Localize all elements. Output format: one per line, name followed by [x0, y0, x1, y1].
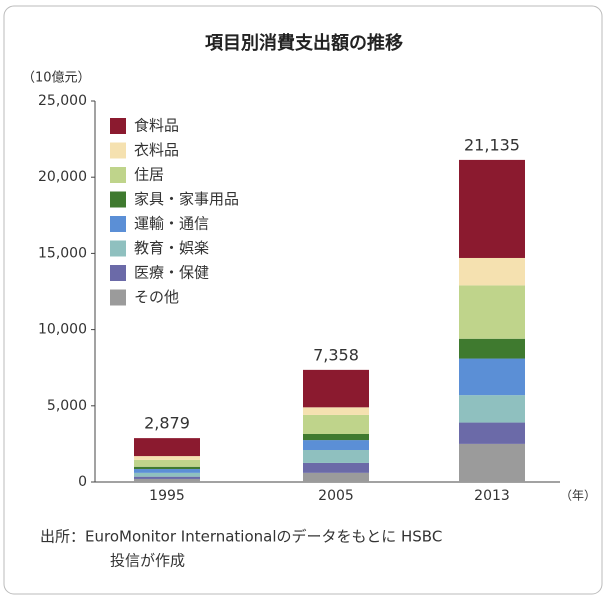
- bar-segment: [303, 369, 369, 408]
- y-unit: （10億元）: [22, 70, 91, 86]
- y-tick-label: 0: [78, 474, 87, 490]
- x-tick-label: 2005: [318, 488, 354, 504]
- legend-label: 教育・娯楽: [134, 239, 209, 257]
- x-tick-label: 2013: [474, 488, 510, 504]
- source-note: 出所：EuroMonitor Internationalのデータをもとに HSB…: [40, 528, 442, 546]
- bar-segment: [459, 422, 525, 444]
- source-note: 投信が作成: [110, 552, 185, 570]
- bar-segment: [303, 472, 369, 482]
- bar-segment: [134, 466, 200, 470]
- bar-segment: [459, 338, 525, 359]
- bar-segment: [134, 456, 200, 460]
- y-tick-label: 25,000: [38, 93, 87, 109]
- legend-swatch: [110, 118, 126, 134]
- bar-segment: [303, 414, 369, 434]
- bar-segment: [303, 462, 369, 473]
- y-tick-label: 20,000: [38, 169, 87, 185]
- legend-label: 家具・家事用品: [134, 190, 239, 208]
- bar-segment: [134, 472, 200, 477]
- bar-segment: [134, 476, 200, 479]
- total-label: 2,879: [144, 414, 190, 433]
- legend-label: 医療・保健: [134, 264, 209, 282]
- legend-swatch: [110, 216, 126, 232]
- bar-segment: [303, 440, 369, 450]
- y-tick-label: 10,000: [38, 322, 87, 338]
- bar-segment: [134, 478, 200, 482]
- legend-swatch: [110, 191, 126, 208]
- bar-segment: [134, 459, 200, 467]
- bar-segment: [459, 443, 525, 482]
- legend-swatch: [110, 142, 126, 159]
- bar-segment: [459, 395, 525, 423]
- chart-title: 項目別消費支出額の推移: [205, 32, 403, 54]
- legend-label: 住居: [134, 166, 164, 184]
- bar-segment: [303, 449, 369, 463]
- bar-segment: [459, 257, 525, 286]
- legend-label: 運輸・通信: [134, 215, 209, 233]
- bar-segment: [459, 159, 525, 258]
- legend-label: その他: [134, 288, 179, 306]
- bar-segment: [459, 285, 525, 339]
- x-tick-label: 1995: [149, 488, 185, 504]
- bar-segment: [303, 433, 369, 441]
- bar-segment: [134, 438, 200, 457]
- x-unit: （年）: [560, 489, 596, 503]
- bar-segment: [303, 407, 369, 415]
- legend-label: 衣料品: [134, 141, 179, 159]
- total-label: 7,358: [313, 345, 359, 364]
- legend-swatch: [110, 240, 126, 257]
- legend-swatch: [110, 265, 126, 281]
- legend-label: 食料品: [134, 117, 179, 135]
- total-label: 21,135: [464, 135, 520, 154]
- bar-segment: [134, 469, 200, 473]
- y-tick-label: 15,000: [38, 245, 87, 261]
- legend-swatch: [110, 289, 126, 306]
- bar-segment: [459, 358, 525, 396]
- y-tick-label: 5,000: [47, 398, 87, 414]
- legend-swatch: [110, 167, 126, 183]
